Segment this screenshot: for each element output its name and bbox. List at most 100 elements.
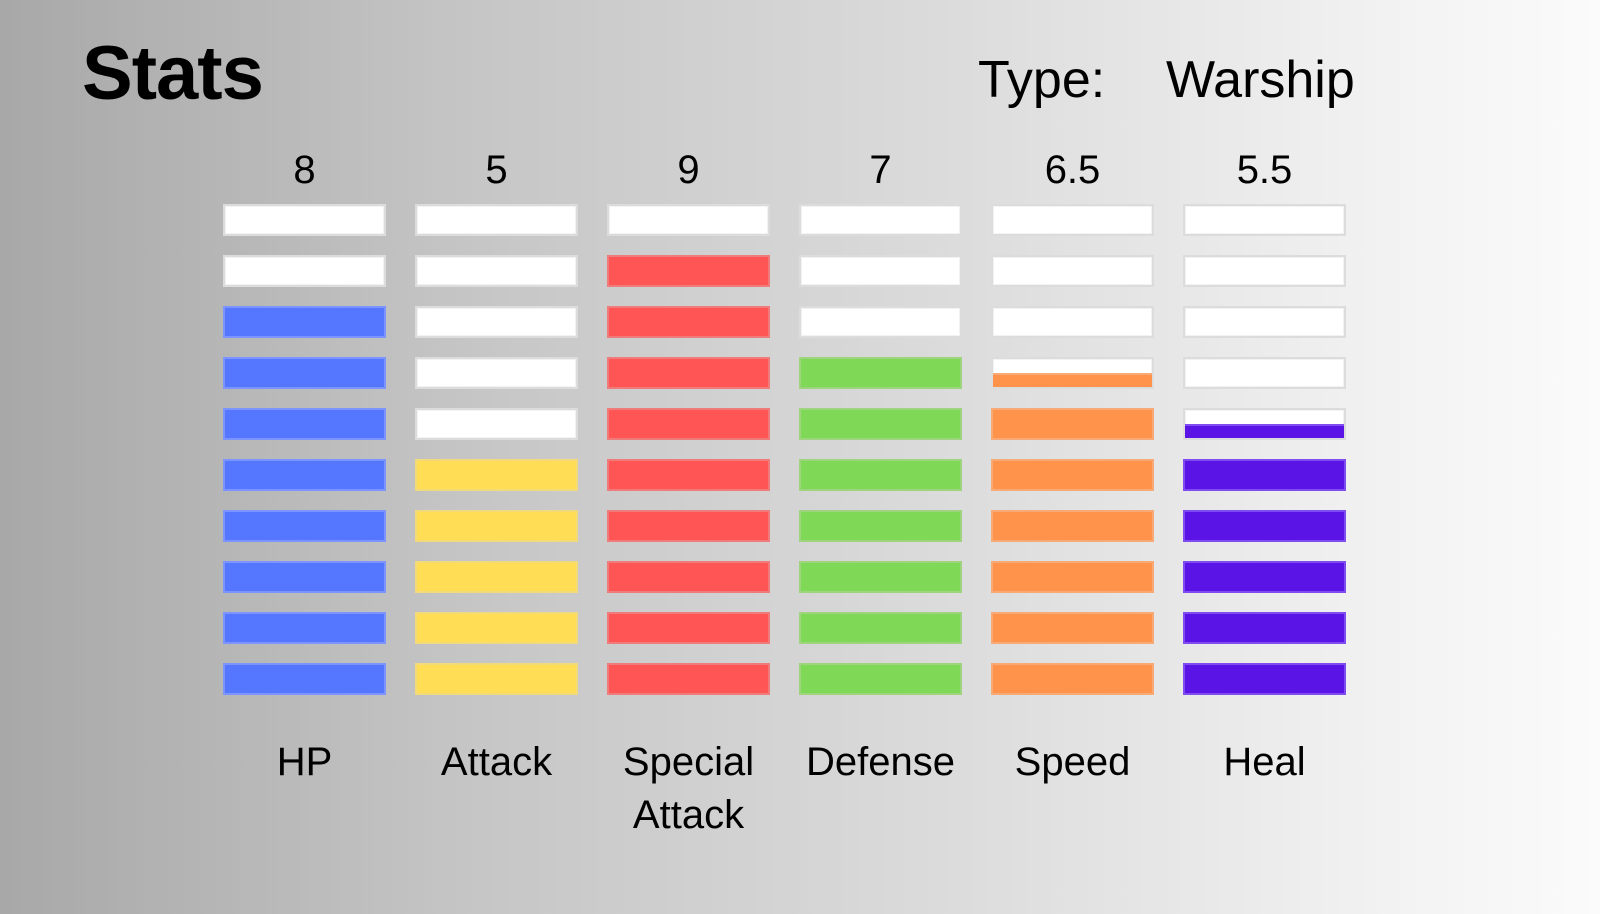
- stat-name-defense: Defense: [806, 740, 955, 784]
- stat-segment-fill: [609, 461, 768, 489]
- stat-segment: [799, 663, 962, 695]
- stat-column-special-attack: 9 Special Attack: [607, 0, 770, 914]
- stat-segment-fill: [993, 614, 1152, 642]
- stat-segment: [1183, 357, 1346, 389]
- stat-value-heal: 5.5: [1236, 148, 1293, 192]
- stat-segment-fill: [417, 512, 576, 540]
- stat-name-attack: Attack: [440, 740, 553, 784]
- stat-segment-fill: [1185, 614, 1344, 642]
- stat-segment: [1183, 255, 1346, 287]
- stat-segment: [415, 663, 578, 695]
- stat-segment: [415, 459, 578, 491]
- stat-segment: [223, 408, 386, 440]
- stat-name-heal: Heal: [1223, 740, 1306, 784]
- stat-segment: [607, 408, 770, 440]
- stat-segment: [1183, 510, 1346, 542]
- stat-segment: [415, 357, 578, 389]
- stat-column-heal: 5.5 Heal: [1183, 0, 1346, 914]
- stat-segment: [1183, 204, 1346, 236]
- stat-segment-fill: [801, 665, 960, 693]
- stat-segment: [223, 204, 386, 236]
- stat-segment: [1183, 459, 1346, 491]
- stat-segment-fill: [225, 614, 384, 642]
- stat-segment: [1183, 561, 1346, 593]
- stat-segment: [799, 612, 962, 644]
- stat-segment: [607, 612, 770, 644]
- stat-value-attack: 5: [485, 148, 508, 192]
- stat-value-hp: 8: [293, 148, 316, 192]
- stat-segment: [991, 510, 1154, 542]
- stat-segment-fill: [225, 410, 384, 438]
- stat-column-defense: 7 Defense: [799, 0, 962, 914]
- stat-segment: [607, 357, 770, 389]
- stat-column-hp: 8 HP: [223, 0, 386, 914]
- stat-segment: [991, 306, 1154, 338]
- stat-segment-fill: [417, 665, 576, 693]
- stat-segment: [1183, 663, 1346, 695]
- stat-column-attack: 5 Attack: [415, 0, 578, 914]
- stat-segment: [223, 510, 386, 542]
- stat-segment-fill: [609, 512, 768, 540]
- stat-segment-fill: [993, 665, 1152, 693]
- stat-segment-fill: [609, 614, 768, 642]
- stat-segment-fill: [993, 461, 1152, 489]
- stat-segment-fill: [801, 614, 960, 642]
- stat-segment-fill: [609, 563, 768, 591]
- stat-column-speed: 6.5 Speed: [991, 0, 1154, 914]
- type-value: Warship: [1166, 51, 1355, 109]
- stat-segment-fill: [1185, 665, 1344, 693]
- stat-segment-fill: [609, 665, 768, 693]
- stat-segment-fill: [225, 359, 384, 387]
- page-title: Stats: [82, 31, 264, 116]
- stat-segment-fill: [609, 308, 768, 336]
- stat-segment-fill: [225, 563, 384, 591]
- stat-segment: [799, 357, 962, 389]
- stat-segment-fill: [801, 359, 960, 387]
- stat-segment-fill: [801, 512, 960, 540]
- stat-name-special-attack: Special Attack: [622, 740, 755, 837]
- stat-segment-fill: [225, 665, 384, 693]
- stat-segment: [415, 408, 578, 440]
- stat-segment: [991, 204, 1154, 236]
- stat-segment: [799, 561, 962, 593]
- stat-segment: [991, 255, 1154, 287]
- stat-segment: [415, 255, 578, 287]
- stat-segment-fill: [609, 257, 768, 285]
- stat-value-special-attack: 9: [677, 148, 700, 192]
- stat-segment: [1183, 408, 1346, 440]
- stat-segment-fill: [609, 410, 768, 438]
- stat-segment: [415, 612, 578, 644]
- type-label: Type:: [978, 51, 1106, 109]
- stat-segment: [991, 357, 1154, 389]
- stat-segment: [799, 204, 962, 236]
- stat-segment: [799, 306, 962, 338]
- stat-segment-fill: [993, 373, 1152, 387]
- stat-segment: [223, 357, 386, 389]
- stat-segment: [607, 306, 770, 338]
- stat-segment: [607, 459, 770, 491]
- stat-segment-fill: [801, 563, 960, 591]
- stat-segment-fill: [225, 461, 384, 489]
- stat-segment-fill: [609, 359, 768, 387]
- stat-segment: [607, 561, 770, 593]
- stat-segment: [415, 510, 578, 542]
- stat-segment-fill: [1185, 461, 1344, 489]
- stat-segment: [607, 255, 770, 287]
- stat-segment: [415, 204, 578, 236]
- stat-segment-fill: [1185, 563, 1344, 591]
- stat-value-defense: 7: [869, 148, 892, 192]
- stat-segment: [223, 255, 386, 287]
- stat-segment: [607, 663, 770, 695]
- stat-segment-fill: [225, 512, 384, 540]
- stat-segment: [1183, 306, 1346, 338]
- stat-segment: [223, 612, 386, 644]
- stat-segment: [799, 408, 962, 440]
- stat-segment-fill: [417, 461, 576, 489]
- stat-segment: [991, 459, 1154, 491]
- stat-segment: [223, 306, 386, 338]
- stat-name-speed: Speed: [1014, 740, 1131, 784]
- stat-segment: [607, 204, 770, 236]
- stat-segment-fill: [993, 563, 1152, 591]
- stat-segment: [991, 408, 1154, 440]
- stat-segment-fill: [801, 410, 960, 438]
